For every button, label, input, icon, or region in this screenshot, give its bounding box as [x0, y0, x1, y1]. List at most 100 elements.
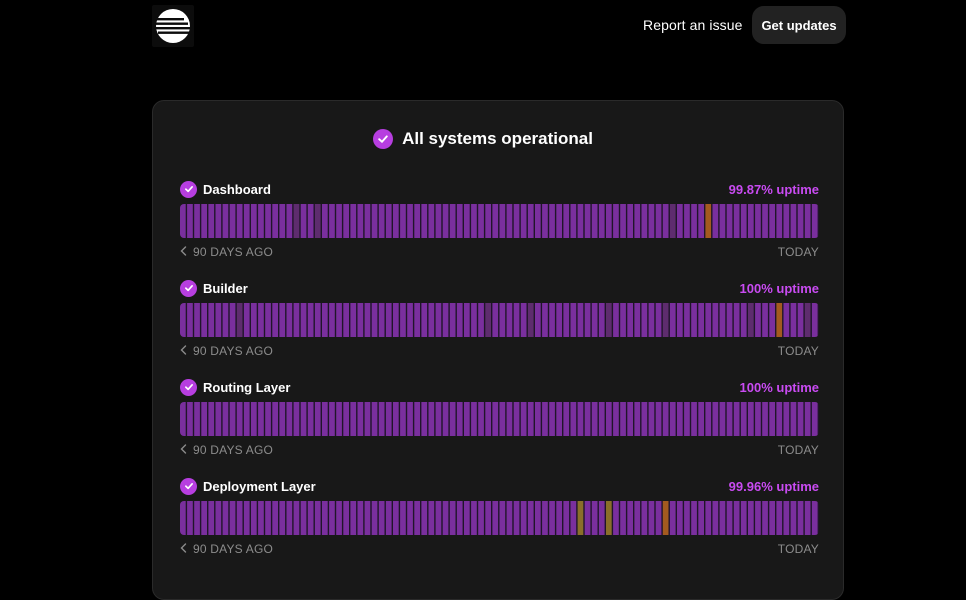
- uptime-day-segment[interactable]: [740, 402, 747, 436]
- uptime-day-segment[interactable]: [577, 204, 584, 238]
- uptime-day-segment[interactable]: [449, 501, 456, 535]
- uptime-day-segment[interactable]: [598, 303, 605, 337]
- uptime-day-segment[interactable]: [811, 303, 818, 337]
- uptime-day-segment[interactable]: [286, 501, 293, 535]
- uptime-day-segment[interactable]: [811, 204, 818, 238]
- uptime-day-segment[interactable]: [790, 204, 797, 238]
- get-updates-button[interactable]: Get updates: [752, 6, 846, 44]
- uptime-day-segment[interactable]: [797, 303, 804, 337]
- uptime-day-segment[interactable]: [222, 303, 229, 337]
- uptime-day-segment[interactable]: [251, 204, 257, 238]
- uptime-day-segment[interactable]: [442, 303, 449, 337]
- uptime-day-segment[interactable]: [506, 402, 513, 436]
- uptime-day-segment[interactable]: [641, 501, 648, 535]
- uptime-day-segment[interactable]: [684, 204, 690, 238]
- uptime-day-segment[interactable]: [499, 402, 506, 436]
- uptime-day-segment[interactable]: [180, 402, 186, 436]
- uptime-day-segment[interactable]: [577, 501, 584, 535]
- uptime-day-segment[interactable]: [620, 303, 626, 337]
- uptime-day-segment[interactable]: [733, 402, 740, 436]
- uptime-day-segment[interactable]: [471, 402, 477, 436]
- uptime-day-segment[interactable]: [428, 303, 435, 337]
- uptime-day-segment[interactable]: [442, 204, 449, 238]
- uptime-day-segment[interactable]: [286, 204, 293, 238]
- uptime-day-segment[interactable]: [606, 303, 612, 337]
- uptime-day-segment[interactable]: [236, 501, 243, 535]
- uptime-day-segment[interactable]: [385, 303, 392, 337]
- uptime-day-segment[interactable]: [421, 303, 428, 337]
- uptime-day-segment[interactable]: [385, 204, 392, 238]
- uptime-day-segment[interactable]: [634, 402, 641, 436]
- uptime-day-segment[interactable]: [748, 204, 754, 238]
- uptime-day-segment[interactable]: [556, 303, 562, 337]
- uptime-day-segment[interactable]: [414, 204, 420, 238]
- uptime-day-segment[interactable]: [201, 204, 207, 238]
- uptime-day-segment[interactable]: [705, 204, 712, 238]
- uptime-day-segment[interactable]: [300, 501, 307, 535]
- uptime-day-segment[interactable]: [769, 303, 775, 337]
- uptime-day-segment[interactable]: [215, 501, 222, 535]
- uptime-day-segment[interactable]: [776, 501, 783, 535]
- uptime-day-segment[interactable]: [485, 501, 491, 535]
- uptime-day-segment[interactable]: [201, 402, 207, 436]
- uptime-day-segment[interactable]: [322, 204, 328, 238]
- uptime-day-segment[interactable]: [208, 204, 215, 238]
- uptime-day-segment[interactable]: [762, 303, 768, 337]
- uptime-day-segment[interactable]: [378, 303, 385, 337]
- uptime-day-segment[interactable]: [740, 204, 747, 238]
- uptime-day-segment[interactable]: [740, 501, 747, 535]
- uptime-day-segment[interactable]: [648, 204, 655, 238]
- uptime-day-segment[interactable]: [762, 204, 768, 238]
- uptime-day-segment[interactable]: [194, 204, 200, 238]
- uptime-day-segment[interactable]: [790, 501, 797, 535]
- uptime-day-segment[interactable]: [620, 402, 626, 436]
- uptime-day-segment[interactable]: [783, 303, 790, 337]
- uptime-day-segment[interactable]: [513, 303, 520, 337]
- uptime-day-segment[interactable]: [307, 303, 314, 337]
- uptime-day-segment[interactable]: [407, 204, 413, 238]
- uptime-day-segment[interactable]: [669, 501, 676, 535]
- uptime-day-segment[interactable]: [776, 402, 783, 436]
- uptime-day-segment[interactable]: [442, 501, 449, 535]
- uptime-day-segment[interactable]: [790, 402, 797, 436]
- uptime-day-segment[interactable]: [180, 204, 186, 238]
- uptime-day-segment[interactable]: [527, 501, 534, 535]
- uptime-day-segment[interactable]: [577, 402, 584, 436]
- uptime-day-segment[interactable]: [314, 501, 321, 535]
- uptime-day-segment[interactable]: [414, 402, 420, 436]
- uptime-day-segment[interactable]: [272, 204, 278, 238]
- uptime-day-segment[interactable]: [201, 303, 207, 337]
- uptime-day-segment[interactable]: [300, 303, 307, 337]
- uptime-day-segment[interactable]: [478, 501, 484, 535]
- uptime-day-segment[interactable]: [648, 402, 655, 436]
- uptime-day-segment[interactable]: [705, 402, 712, 436]
- uptime-day-segment[interactable]: [499, 501, 506, 535]
- uptime-day-segment[interactable]: [769, 204, 775, 238]
- uptime-day-segment[interactable]: [627, 303, 633, 337]
- uptime-day-segment[interactable]: [478, 303, 484, 337]
- uptime-day-segment[interactable]: [478, 204, 484, 238]
- uptime-day-segment[interactable]: [421, 402, 428, 436]
- uptime-day-segment[interactable]: [648, 303, 655, 337]
- uptime-day-segment[interactable]: [570, 402, 577, 436]
- uptime-day-segment[interactable]: [641, 204, 648, 238]
- uptime-day-segment[interactable]: [243, 402, 250, 436]
- uptime-day-segment[interactable]: [506, 303, 513, 337]
- uptime-day-segment[interactable]: [613, 303, 619, 337]
- uptime-day-segment[interactable]: [286, 402, 293, 436]
- uptime-day-segment[interactable]: [258, 303, 264, 337]
- uptime-day-segment[interactable]: [265, 303, 271, 337]
- uptime-day-segment[interactable]: [293, 204, 300, 238]
- uptime-day-segment[interactable]: [677, 501, 683, 535]
- uptime-day-segment[interactable]: [563, 501, 570, 535]
- uptime-day-segment[interactable]: [677, 303, 683, 337]
- uptime-day-segment[interactable]: [719, 204, 726, 238]
- uptime-day-segment[interactable]: [513, 402, 520, 436]
- uptime-day-segment[interactable]: [527, 204, 534, 238]
- uptime-day-segment[interactable]: [272, 402, 278, 436]
- logo[interactable]: [152, 5, 194, 47]
- uptime-day-segment[interactable]: [613, 402, 619, 436]
- uptime-day-segment[interactable]: [712, 501, 719, 535]
- uptime-day-segment[interactable]: [655, 303, 662, 337]
- uptime-day-segment[interactable]: [513, 204, 520, 238]
